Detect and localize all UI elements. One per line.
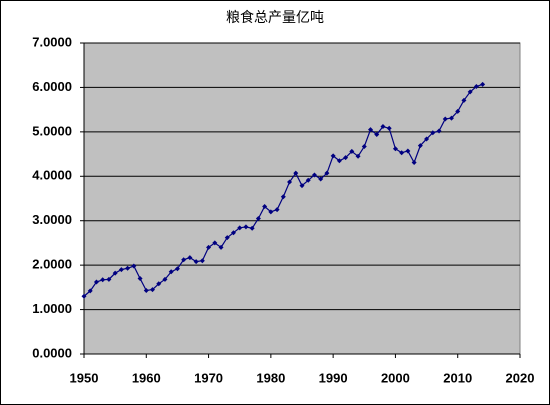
data-point — [448, 115, 454, 121]
data-point — [274, 207, 280, 213]
data-point — [430, 130, 436, 136]
data-point — [355, 153, 361, 159]
data-point — [343, 155, 349, 161]
y-tick-label: 5.0000 — [32, 123, 72, 138]
data-point — [81, 293, 87, 299]
x-tick-label: 1970 — [194, 370, 223, 385]
data-point — [181, 257, 187, 263]
data-point — [193, 259, 199, 265]
data-point — [125, 265, 131, 271]
data-point — [218, 244, 224, 250]
data-point — [349, 148, 355, 154]
data-point — [100, 277, 106, 283]
data-point — [305, 177, 311, 183]
data-point — [87, 288, 93, 294]
x-tick-label: 1990 — [319, 370, 348, 385]
data-point — [336, 158, 342, 164]
data-point — [112, 270, 118, 276]
x-tick-label: 2010 — [443, 370, 472, 385]
data-point — [249, 225, 255, 231]
chart-title: 粮食总产量亿吨 — [226, 9, 324, 26]
data-point — [380, 124, 386, 130]
y-tick-label: 6.0000 — [32, 79, 72, 94]
data-point — [455, 108, 461, 114]
data-point — [174, 266, 180, 272]
data-point — [230, 230, 236, 236]
x-tick-label: 1980 — [256, 370, 285, 385]
data-point — [156, 281, 162, 287]
data-point — [287, 179, 293, 185]
data-point — [442, 116, 448, 122]
data-point — [268, 209, 274, 215]
data-point — [386, 125, 392, 131]
data-point — [212, 240, 218, 246]
data-point — [330, 153, 336, 159]
x-tick-label: 2020 — [506, 370, 535, 385]
data-point — [118, 267, 124, 273]
data-point — [461, 97, 467, 103]
data-point — [318, 176, 324, 182]
y-tick-label: 2.0000 — [32, 257, 72, 272]
data-point — [93, 279, 99, 285]
data-point — [106, 276, 112, 282]
y-tick-label: 1.0000 — [32, 301, 72, 316]
data-point — [405, 148, 411, 154]
data-point — [424, 136, 430, 142]
data-point — [224, 235, 230, 241]
data-point — [187, 255, 193, 261]
data-point — [137, 275, 143, 281]
data-point — [162, 276, 168, 282]
x-tick-label: 1960 — [132, 370, 161, 385]
y-tick-label: 0.0000 — [32, 345, 72, 360]
data-point — [324, 170, 330, 176]
data-point — [293, 170, 299, 176]
data-point — [262, 203, 268, 209]
data-point — [199, 258, 205, 264]
data-point — [411, 160, 417, 166]
data-point — [168, 269, 174, 275]
data-point — [255, 215, 261, 221]
data-point — [473, 84, 479, 90]
data-point — [436, 128, 442, 134]
y-tick-label: 3.0000 — [32, 212, 72, 227]
x-tick-label: 1950 — [70, 370, 99, 385]
y-tick-label: 4.0000 — [32, 168, 72, 183]
data-point — [374, 132, 380, 138]
data-point — [299, 183, 305, 189]
data-point — [480, 81, 486, 87]
data-point — [361, 144, 367, 150]
data-point — [237, 225, 243, 231]
data-point — [399, 150, 405, 156]
data-point — [150, 287, 156, 293]
data-point — [131, 263, 137, 269]
data-point — [467, 89, 473, 95]
data-point — [280, 194, 286, 200]
x-tick-label: 2000 — [381, 370, 410, 385]
data-point — [311, 172, 317, 178]
data-point — [417, 143, 423, 149]
plot-area — [83, 42, 521, 355]
data-point — [392, 146, 398, 152]
data-point — [143, 287, 149, 293]
y-tick-label: 7.0000 — [32, 34, 72, 49]
data-point — [368, 127, 374, 133]
data-point — [206, 244, 212, 250]
data-point — [243, 224, 249, 230]
